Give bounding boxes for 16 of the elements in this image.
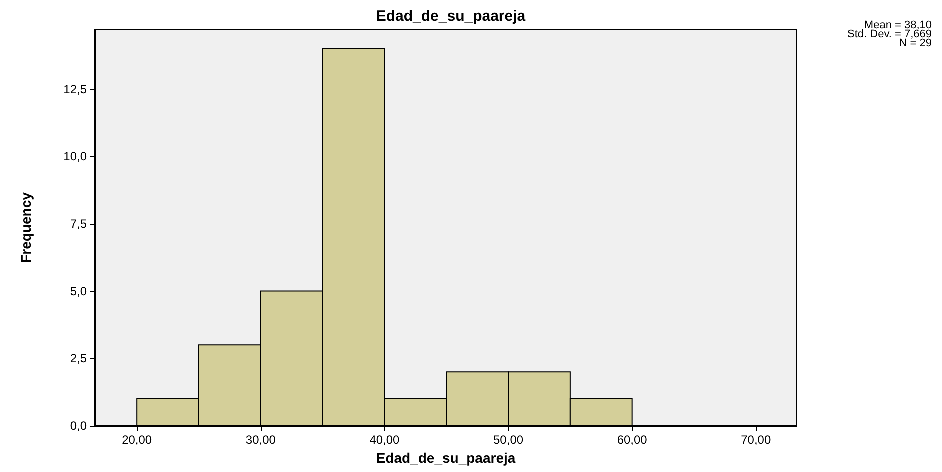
x-tick-label: 50,00 — [494, 433, 524, 447]
y-tick-label: 5,0 — [70, 284, 88, 298]
x-tick-label: 70,00 — [741, 433, 772, 447]
x-tick-label: 30,00 — [246, 433, 276, 447]
x-tick-label: 20,00 — [122, 433, 152, 447]
chart-title: Edad_de_su_paareja — [376, 8, 526, 25]
x-tick-label: 40,00 — [370, 433, 400, 447]
y-tick-label: 10,0 — [64, 150, 88, 164]
y-axis-title: Frequency — [18, 192, 34, 264]
y-tick-label: 7,5 — [70, 216, 88, 231]
y-tick-label: 12,5 — [64, 82, 88, 96]
x-tick-label: 60,00 — [617, 433, 648, 447]
text: N = 29 — [899, 38, 932, 50]
y-tick-label: 0,0 — [70, 419, 88, 433]
x-axis-title: Edad_de_su_paareja — [376, 450, 516, 466]
y-tick-label: 2,5 — [70, 352, 88, 366]
